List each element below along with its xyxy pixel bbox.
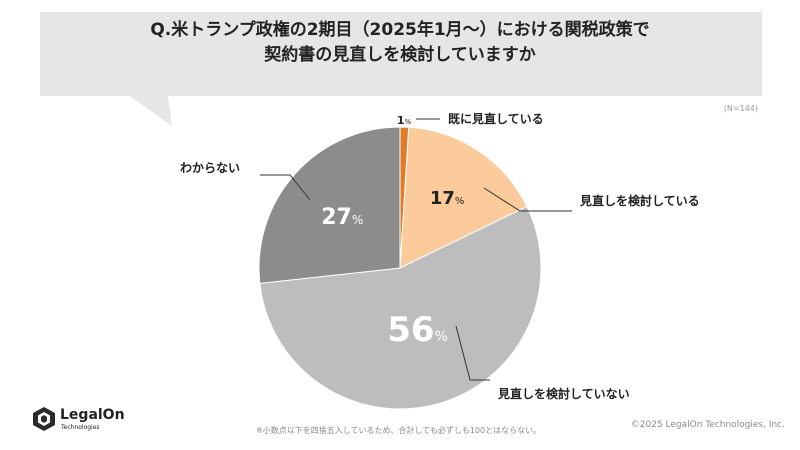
leader-lines: [260, 118, 572, 381]
category-label: 見直しを検討していない: [497, 386, 630, 401]
leader-line: [483, 187, 572, 212]
pie-slice: [258, 126, 401, 284]
footnote: ※小数点以下を四捨五入しているため、合計しても必ずしも100とはならない。: [256, 426, 542, 435]
title-bubble: [40, 12, 762, 126]
category-label: わからない: [180, 161, 240, 175]
leader-line: [260, 174, 311, 201]
category-label: 既に見直している: [448, 111, 544, 126]
pie-slices: [258, 126, 542, 410]
pie-slice: [399, 126, 528, 269]
legalon-logo-icon: [33, 407, 55, 431]
leader-line: [455, 325, 490, 381]
logo-subtitle: Technologies: [61, 424, 100, 431]
sample-size-label: (N=144): [723, 104, 758, 113]
question-title-line1: Q.米トランプ政権の2期目（2025年1月～）における関税政策で: [150, 20, 650, 40]
value-labels: 1% 17% 56% 27%: [321, 114, 464, 350]
value-label: 27%: [321, 205, 363, 230]
title-bubble-shape: [40, 12, 762, 126]
copyright: ©2025 LegalOn Technologies, Inc.: [630, 420, 785, 430]
value-label: 17%: [430, 188, 465, 209]
value-label: 1%: [397, 114, 412, 127]
legalon-logo: LegalOn Technologies: [32, 406, 152, 434]
question-title-line2: 契約書の見直しを検討していますか: [264, 45, 536, 65]
category-label: 見直しを検討している: [579, 193, 700, 208]
logo-name: LegalOn: [60, 407, 125, 423]
question-title: Q.米トランプ政権の2期目（2025年1月～）における関税政策で 契約書の見直し…: [40, 18, 760, 68]
value-label: 56%: [387, 310, 448, 350]
pie-slice: [259, 205, 542, 410]
